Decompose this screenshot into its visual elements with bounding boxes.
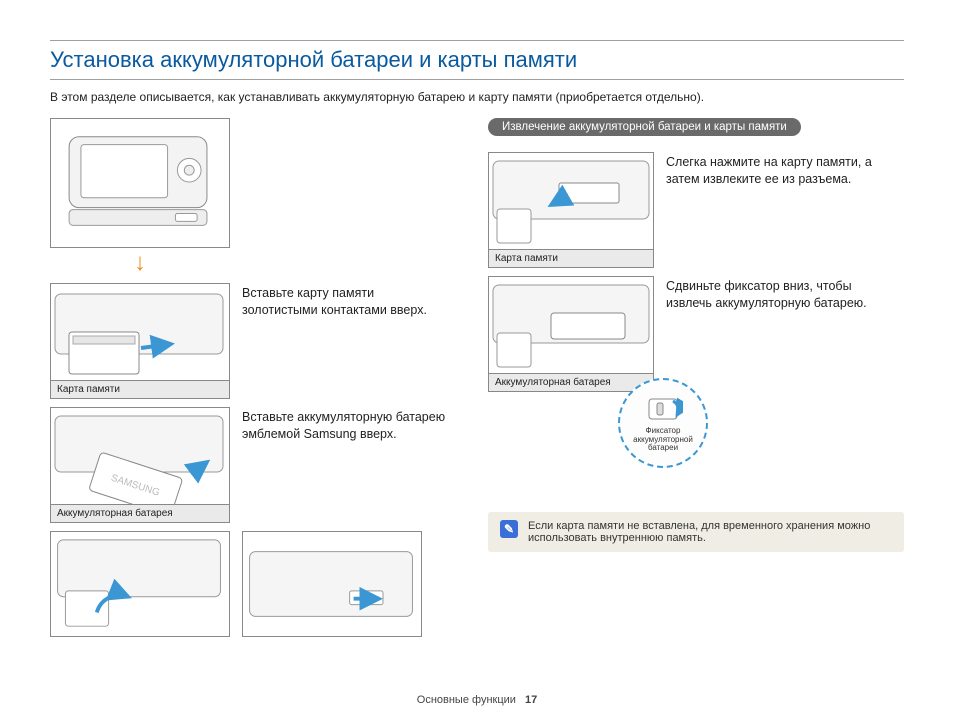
content-columns: ↓ Карта памяти Вставьте карту памяти зол… — [50, 118, 904, 637]
step-insert-battery: SAMSUNG Аккумуляторная батарея Вставьте … — [50, 407, 466, 523]
orange-arrow-icon: ↓ — [50, 251, 230, 275]
figure-close-1 — [50, 531, 230, 637]
detail-circle-lock: Фиксатор аккумуляторной батареи — [618, 378, 708, 468]
page-number: 17 — [525, 694, 537, 706]
note-icon: ✎ — [500, 520, 518, 538]
caption-battery: Аккумуляторная батарея — [51, 504, 229, 522]
figure-close-2 — [242, 531, 422, 637]
detail-label: Фиксатор аккумуляторной батареи — [620, 427, 706, 453]
figure-eject-card: Карта памяти — [488, 152, 654, 268]
figure-eject-battery: Аккумуляторная батарея — [488, 276, 654, 392]
figure-insert-battery: SAMSUNG Аккумуляторная батарея — [50, 407, 230, 523]
desc-eject-battery: Сдвиньте фиксатор вниз, чтобы извлечь ак… — [666, 276, 876, 312]
desc-insert-card: Вставьте карту памяти золотистыми контак… — [242, 283, 452, 319]
caption-eject-battery: Аккумуляторная батарея — [489, 373, 653, 391]
caption-eject-card: Карта памяти — [489, 249, 653, 267]
right-column: Извлечение аккумуляторной батареи и карт… — [488, 118, 904, 637]
desc-insert-battery: Вставьте аккумуляторную батарею эмблемой… — [242, 407, 452, 443]
step-eject-card: Карта памяти Слегка нажмите на карту пам… — [488, 152, 904, 268]
note-text: Если карта памяти не вставлена, для врем… — [528, 520, 892, 544]
caption-card: Карта памяти — [51, 380, 229, 398]
left-column: ↓ Карта памяти Вставьте карту памяти зол… — [50, 118, 466, 637]
section-pill: Извлечение аккумуляторной батареи и карт… — [488, 118, 801, 136]
step-eject-battery: Аккумуляторная батарея Сдвиньте фиксатор… — [488, 276, 904, 392]
page-footer: Основные функции 17 — [0, 694, 954, 706]
desc-eject-card: Слегка нажмите на карту памяти, а затем … — [666, 152, 876, 188]
intro-text: В этом разделе описывается, как устанавл… — [50, 90, 904, 104]
figure-camera-overview — [50, 118, 230, 248]
note-box: ✎ Если карта памяти не вставлена, для вр… — [488, 512, 904, 552]
page-title: Установка аккумуляторной батареи и карты… — [50, 40, 904, 80]
step-insert-card: Карта памяти Вставьте карту памяти золот… — [50, 283, 466, 399]
footer-section: Основные функции — [417, 694, 516, 706]
step-close-cover — [50, 531, 466, 637]
figure-insert-card: Карта памяти — [50, 283, 230, 399]
